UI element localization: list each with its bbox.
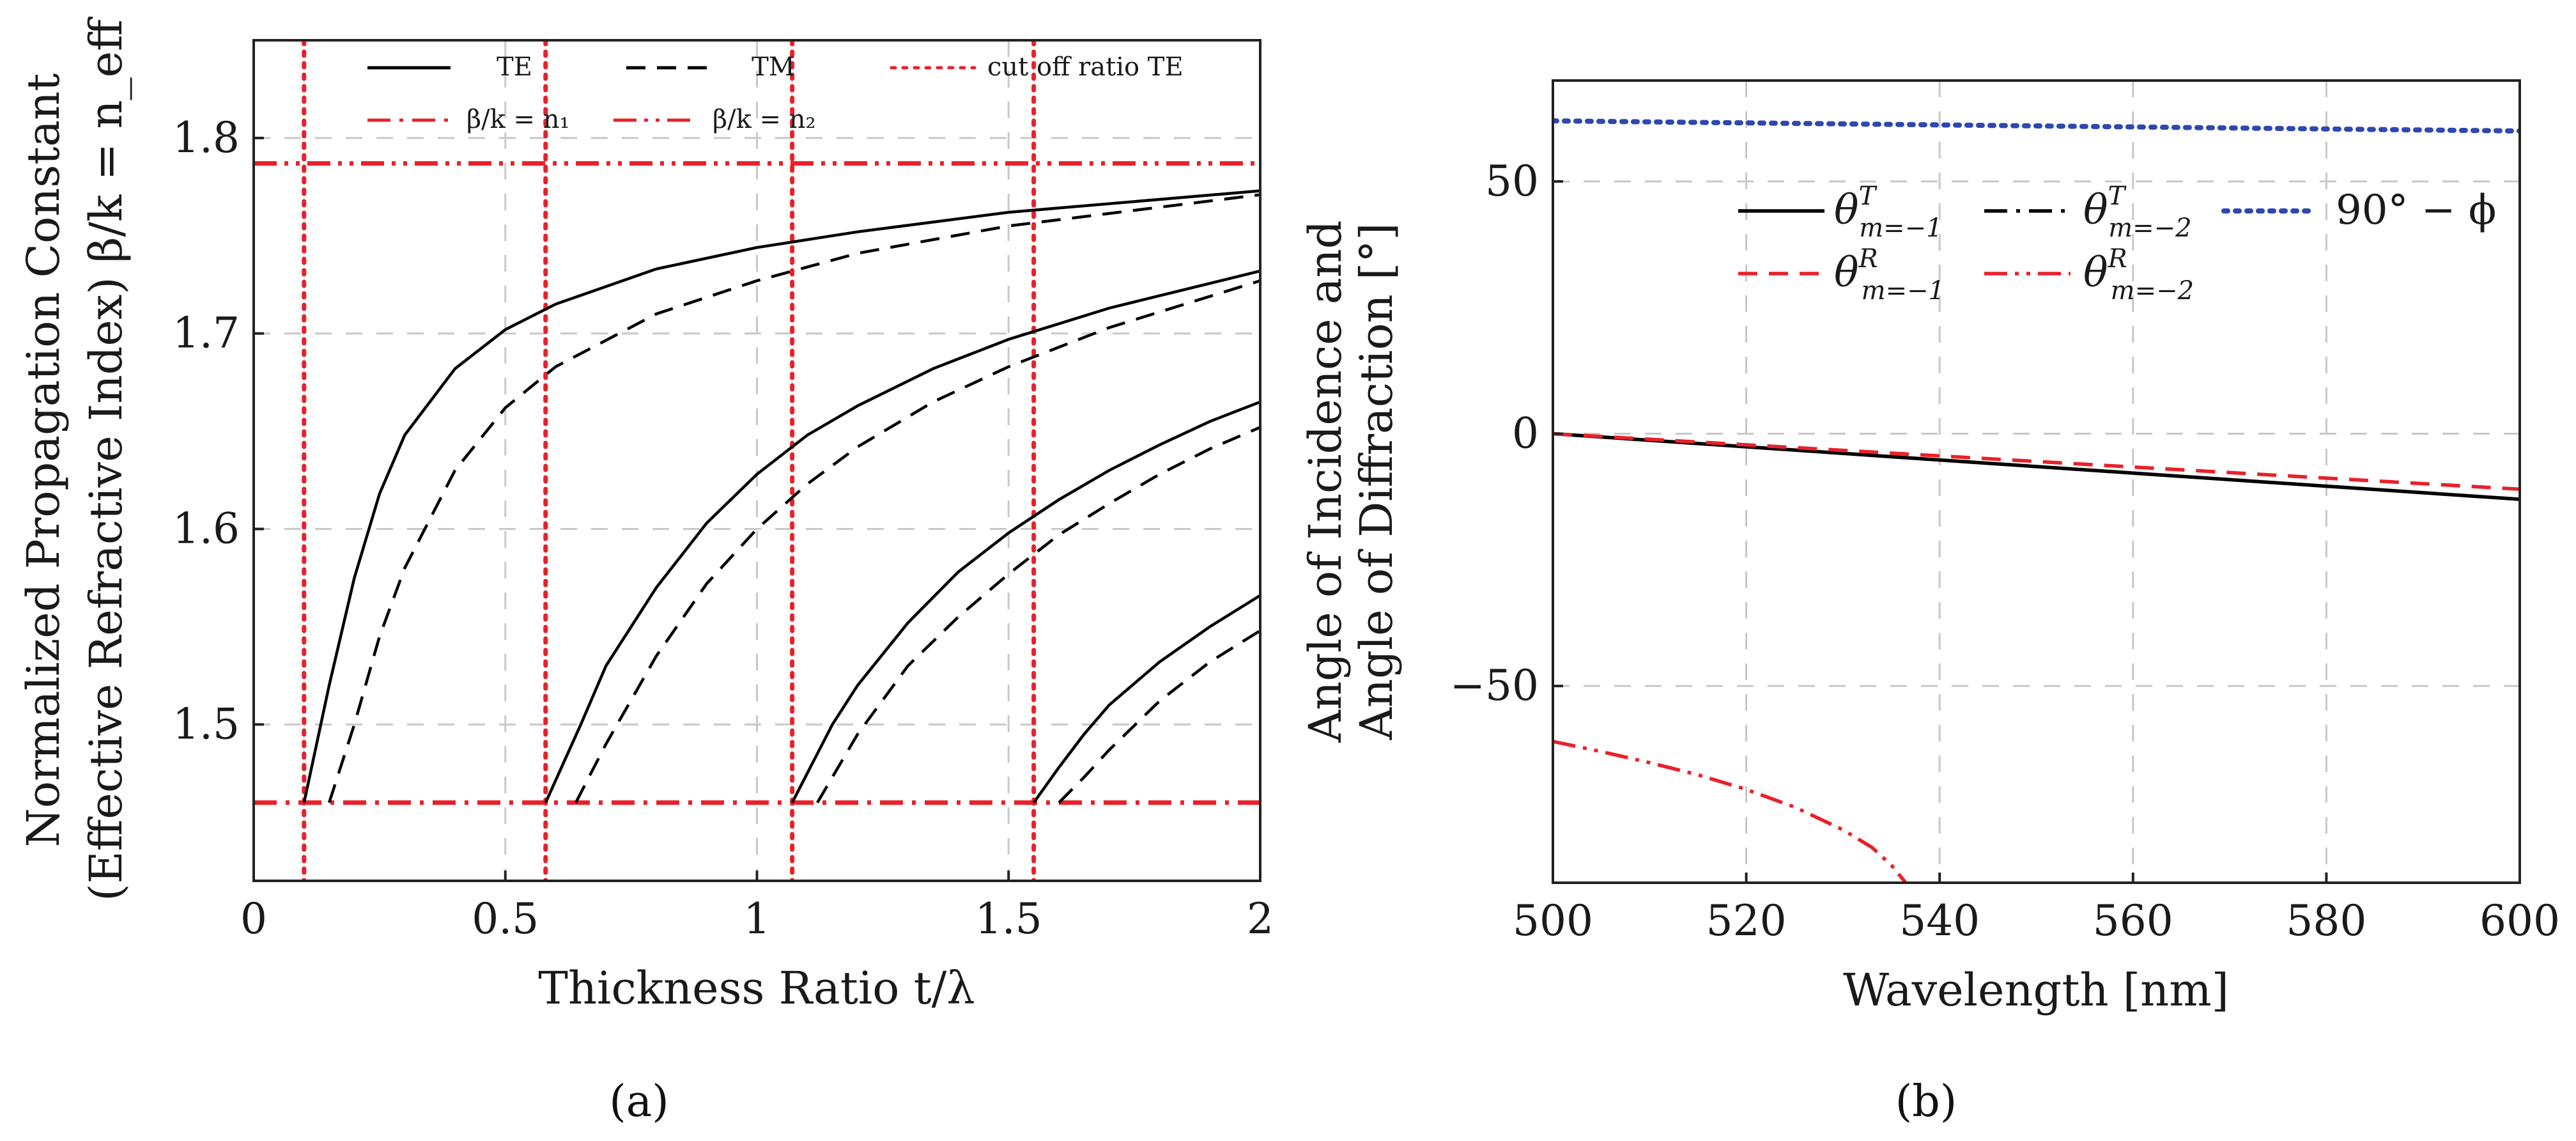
chart-b-ylabel-line1: Angle of Incidence and bbox=[1299, 221, 1352, 743]
chart-b-panel-label: (b) bbox=[1895, 1076, 1957, 1127]
chart-b-ticks: 500 520 540 560 580 600 −50 0 50 bbox=[1450, 157, 2560, 945]
chart-a-curve bbox=[1032, 594, 1260, 804]
chart-b-xtick-label: 580 bbox=[2286, 896, 2366, 945]
chart-a-ytick-label: 1.5 bbox=[173, 699, 240, 749]
chart-a-curve bbox=[302, 189, 1260, 803]
chart-a-curve bbox=[816, 426, 1260, 803]
chart-a-ytick-label: 1.8 bbox=[173, 113, 240, 162]
chart-b-curve-theta_R_m-2 bbox=[1553, 740, 1908, 883]
chart-a-grid bbox=[254, 40, 1260, 881]
chart-b-legend-label: 90° − ϕ bbox=[2336, 187, 2496, 234]
chart-b-xtick-label: 500 bbox=[1513, 896, 1593, 945]
chart-b-ytick-label: −50 bbox=[1450, 661, 1539, 710]
chart-b-legend: θT m=−1 θT m=−2 90° − ϕ θR m=−1 θR m=−2 bbox=[1738, 182, 2496, 306]
chart-b-grid bbox=[1553, 81, 2520, 883]
chart-b-curve-theta_T_m-1 bbox=[1553, 431, 2520, 501]
chart-b-xtick-label: 560 bbox=[2093, 896, 2173, 945]
chart-b-series bbox=[1553, 118, 2520, 883]
chart-b-xtick-label: 540 bbox=[1899, 896, 1980, 945]
chart-a-xtick-label: 0.5 bbox=[472, 894, 539, 943]
chart-a-legend-label: β/k = n₁ bbox=[467, 105, 570, 134]
chart-a-legend-label: β/k = n₂ bbox=[713, 105, 816, 134]
chart-a-ylabel-line2: (Effective Refractive Index) β/k = n_eff bbox=[80, 17, 132, 901]
chart-b-legend-label: θR m=−2 bbox=[2083, 244, 2194, 306]
chart-a-curve bbox=[574, 279, 1260, 803]
chart-a-legend: TE TM cut off ratio TE β/k = n₁ β/k = n₂ bbox=[367, 52, 1184, 134]
chart-b-ylabel-line2: Angle of Diffraction [°] bbox=[1350, 222, 1403, 740]
chart-a-ytick-label: 1.7 bbox=[173, 309, 240, 358]
chart-a-xlabel: Thickness Ratio t/λ bbox=[538, 962, 975, 1014]
chart-b-curve-90-phi bbox=[1553, 118, 2520, 134]
chart-a-curve bbox=[1058, 629, 1260, 804]
chart-b-legend-label: θR m=−1 bbox=[1834, 244, 1945, 306]
chart-a-series bbox=[254, 40, 1260, 881]
chart-b-ytick-label: 0 bbox=[1512, 409, 1539, 458]
chart-b-ytick-label: 50 bbox=[1485, 157, 1539, 206]
chart-a-legend-label: cut off ratio TE bbox=[987, 52, 1184, 82]
chart-a-ytick-label: 1.6 bbox=[173, 504, 240, 554]
chart-a-xtick-label: 0 bbox=[240, 894, 267, 943]
chart-a: 0 0.5 1 1.5 2 1.5 1.6 1.7 1.8 TE TM cut off ratio … bbox=[17, 17, 1274, 1127]
chart-a-curve bbox=[327, 193, 1260, 803]
chart-b: 500 520 540 560 580 600 −50 0 50 θT m=−1 θT m=−2 90°… bbox=[1299, 79, 2560, 1127]
chart-b-xlabel: Wavelength [nm] bbox=[1843, 964, 2229, 1016]
chart-a-xtick-label: 1.5 bbox=[975, 894, 1042, 943]
chart-b-legend-label: θT m=−2 bbox=[2083, 182, 2192, 243]
chart-b-frame bbox=[1552, 79, 2521, 884]
chart-a-xtick-label: 1 bbox=[744, 894, 771, 943]
chart-b-curve-theta_R_m-1 bbox=[1553, 431, 2520, 492]
chart-b-xtick-label: 600 bbox=[2480, 896, 2560, 945]
chart-a-legend-label: TE bbox=[497, 52, 532, 82]
chart-a-legend-label: TM bbox=[752, 52, 795, 82]
chart-a-ylabel-line1: Normalized Propagation Constant bbox=[17, 74, 70, 848]
chart-a-panel-label: (a) bbox=[609, 1076, 669, 1127]
chart-b-legend-label: θT m=−1 bbox=[1834, 182, 1943, 243]
chart-a-ticks: 0 0.5 1 1.5 2 1.5 1.6 1.7 1.8 bbox=[173, 113, 1274, 943]
chart-a-curve bbox=[791, 400, 1260, 803]
chart-a-curve bbox=[544, 269, 1260, 803]
chart-b-xtick-label: 520 bbox=[1706, 896, 1787, 945]
chart-a-xtick-label: 2 bbox=[1247, 894, 1274, 943]
